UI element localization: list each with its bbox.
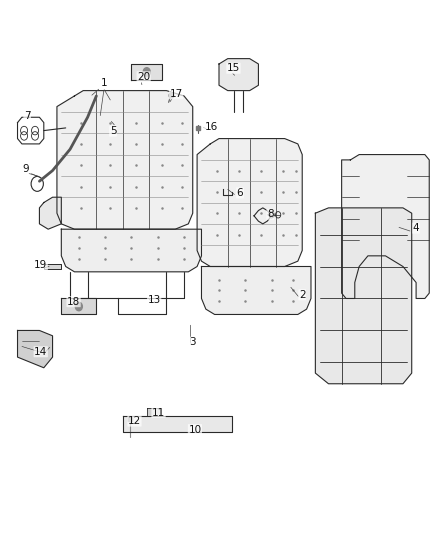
Text: 4: 4 [413, 223, 420, 233]
Polygon shape [147, 408, 160, 416]
Text: 16: 16 [205, 122, 218, 132]
Text: 13: 13 [148, 295, 161, 304]
Text: 5: 5 [110, 126, 117, 136]
Polygon shape [342, 155, 429, 298]
Text: 8: 8 [267, 209, 274, 219]
Text: 18: 18 [67, 297, 80, 306]
Polygon shape [61, 229, 201, 272]
Text: 6: 6 [237, 188, 244, 198]
Text: 15: 15 [227, 63, 240, 73]
Text: 20: 20 [137, 72, 150, 82]
Polygon shape [315, 208, 412, 384]
Polygon shape [123, 416, 232, 432]
Text: 12: 12 [128, 416, 141, 426]
Text: 3: 3 [189, 337, 196, 347]
Polygon shape [57, 91, 193, 229]
Polygon shape [197, 139, 302, 266]
Polygon shape [219, 59, 258, 91]
Polygon shape [61, 298, 96, 314]
Text: 11: 11 [152, 408, 165, 417]
Text: 10: 10 [188, 425, 201, 434]
Text: 19: 19 [34, 261, 47, 270]
Text: 2: 2 [299, 290, 306, 300]
Text: 1: 1 [101, 78, 108, 87]
Text: 17: 17 [170, 89, 183, 99]
Text: 7: 7 [24, 111, 31, 121]
Polygon shape [44, 264, 61, 269]
Circle shape [143, 68, 150, 76]
Text: 14: 14 [34, 347, 47, 357]
Text: 9: 9 [22, 165, 29, 174]
Polygon shape [131, 64, 162, 80]
Polygon shape [18, 330, 53, 368]
Polygon shape [39, 197, 61, 229]
Polygon shape [201, 266, 311, 314]
Circle shape [75, 302, 82, 311]
